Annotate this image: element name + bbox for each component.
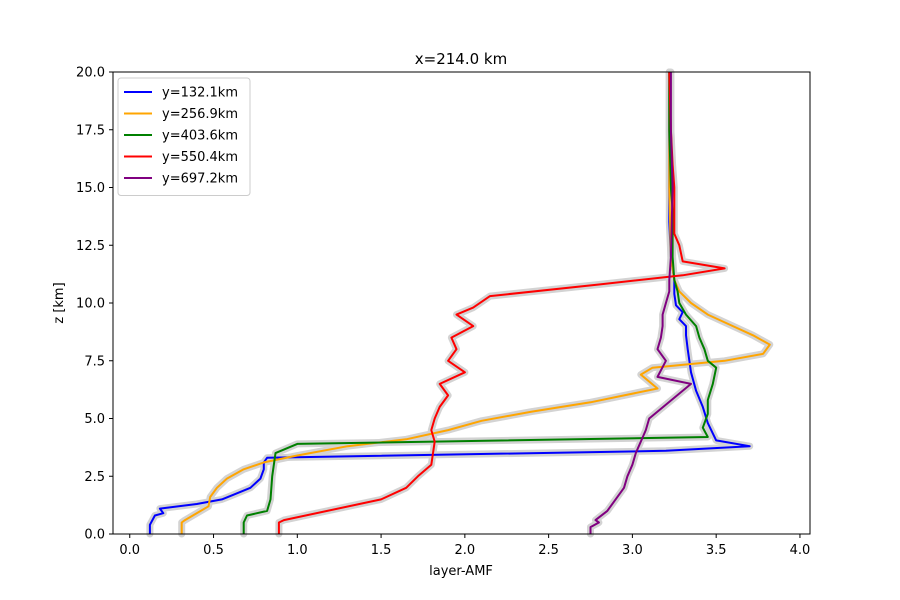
legend-box <box>117 77 251 196</box>
legend: y=132.1km y=256.9km y=403.6km y=550.4km y=69… <box>117 77 251 196</box>
x-tick-label: 1.5 <box>371 543 392 558</box>
x-tick-label: 2.5 <box>538 543 559 558</box>
y-tick-label: 15.0 <box>76 181 105 196</box>
y-tick-label: 10.0 <box>76 297 105 312</box>
x-tick-label: 1.0 <box>287 543 308 558</box>
legend-entry: y=550.4km <box>162 150 238 165</box>
y-tick-label: 17.5 <box>76 123 105 138</box>
legend-entry: y=132.1km <box>162 86 238 101</box>
y-tick-label: 2.5 <box>84 470 105 485</box>
y-tick-label: 0.0 <box>84 528 105 543</box>
series-line-1 <box>148 72 751 534</box>
y-axis-ticks: 0.0 2.5 5.0 7.5 10.0 12.5 15.0 17.5 20.0 <box>76 66 113 543</box>
y-tick-label: 12.5 <box>76 239 105 254</box>
x-tick-label: 2.0 <box>455 543 476 558</box>
x-tick-label: 4.0 <box>790 543 811 558</box>
x-axis-label: layer-AMF <box>429 564 493 579</box>
series-line-4 <box>277 71 726 534</box>
chart-title: x=214.0 km <box>415 50 507 68</box>
y-tick-label: 7.5 <box>84 354 105 369</box>
y-tick-label: 5.0 <box>84 412 105 427</box>
series-lines <box>148 71 771 534</box>
series-line-5 <box>589 72 692 534</box>
y-axis-label: z [km] <box>52 282 67 323</box>
series-line-2 <box>180 72 771 534</box>
x-tick-label: 0.0 <box>119 543 140 558</box>
legend-entry: y=403.6km <box>162 129 238 144</box>
x-tick-label: 3.5 <box>706 543 727 558</box>
legend-entry: y=256.9km <box>162 107 238 122</box>
series-line-3 <box>242 72 718 534</box>
x-tick-label: 3.0 <box>622 543 643 558</box>
y-tick-label: 20.0 <box>76 66 105 81</box>
x-tick-label: 0.5 <box>203 543 224 558</box>
x-axis-ticks: 0.0 0.5 1.0 1.5 2.0 2.5 3.0 3.5 4.0 <box>119 534 810 558</box>
legend-entry: y=697.2km <box>162 172 238 187</box>
